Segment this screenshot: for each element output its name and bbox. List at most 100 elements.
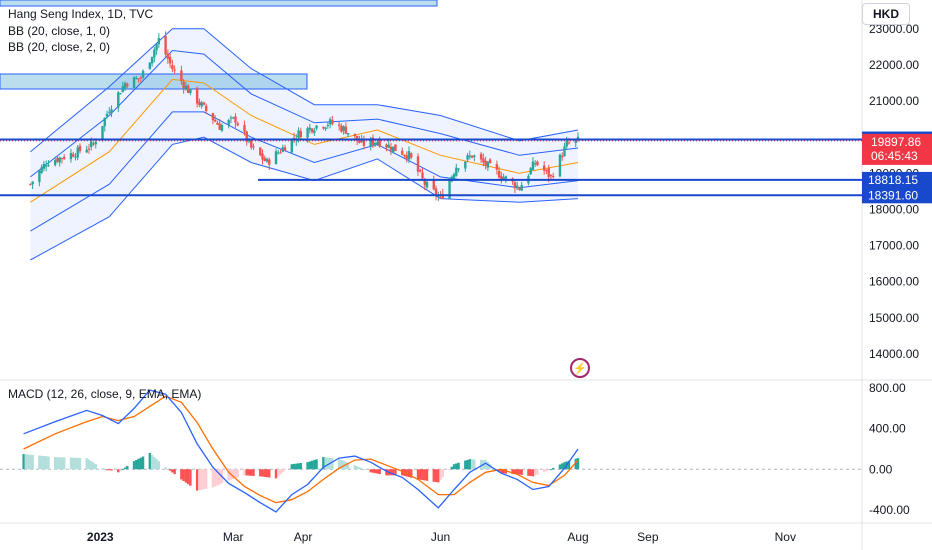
time-axis-tick-label: Apr bbox=[294, 530, 313, 544]
macd-histogram-bar bbox=[44, 456, 48, 470]
macd-histogram-bar bbox=[486, 462, 490, 470]
candle-body bbox=[204, 105, 208, 112]
candle-body bbox=[470, 155, 474, 158]
macd-histogram-bar bbox=[168, 469, 172, 471]
candle-body bbox=[232, 117, 235, 119]
candle-body bbox=[484, 160, 487, 166]
candle-body bbox=[90, 141, 93, 148]
macd-histogram-bar bbox=[421, 469, 424, 481]
bb2-legend[interactable]: BB (20, close, 2, 0) bbox=[8, 40, 111, 54]
candle-body bbox=[155, 44, 158, 51]
bollinger-band-fill bbox=[30, 28, 578, 260]
candle-body bbox=[407, 151, 411, 160]
macd-histogram-bar bbox=[200, 469, 203, 490]
macd-histogram-bar bbox=[441, 469, 444, 478]
macd-histogram-bar bbox=[331, 458, 334, 470]
candle-body bbox=[150, 56, 154, 64]
candle-body bbox=[184, 85, 188, 90]
candle-body bbox=[542, 165, 546, 171]
candle-body bbox=[306, 128, 309, 138]
candle-body bbox=[434, 188, 438, 196]
candle-body bbox=[250, 139, 253, 148]
candle-body bbox=[504, 176, 508, 179]
macd-histogram-bar bbox=[362, 469, 366, 471]
candle-body bbox=[423, 179, 426, 186]
candle-body bbox=[166, 53, 170, 59]
countdown-text: 06:45:43 bbox=[871, 149, 918, 163]
macd-histogram-bar bbox=[103, 468, 106, 470]
candle-body bbox=[479, 153, 483, 160]
macd-histogram-bar bbox=[452, 464, 456, 470]
candle-body bbox=[437, 195, 440, 197]
bb1-legend[interactable]: BB (20, close, 1, 0) bbox=[8, 24, 111, 38]
macd-histogram-bar bbox=[119, 469, 122, 471]
macd-histogram-bar bbox=[56, 457, 59, 470]
candle-body bbox=[56, 158, 59, 162]
candle-body bbox=[218, 123, 221, 130]
symbol-legend[interactable]: Hang Seng Index, 1D, TVC bbox=[8, 7, 154, 21]
candle-body bbox=[552, 175, 555, 177]
macd-histogram-bar bbox=[437, 469, 440, 483]
macd-histogram-bar bbox=[274, 469, 278, 479]
macd-histogram-bar bbox=[558, 464, 562, 470]
candle-body bbox=[322, 127, 325, 129]
candle-body bbox=[473, 155, 476, 157]
macd-histogram-bar bbox=[466, 459, 469, 470]
candle-body bbox=[290, 138, 294, 153]
macd-histogram-bar bbox=[42, 455, 46, 470]
macd-histogram-bar bbox=[69, 457, 73, 470]
macd-legend[interactable]: MACD (12, 26, close, 9, EMA, EMA) bbox=[8, 387, 202, 401]
candle-body bbox=[497, 170, 501, 178]
candle-body bbox=[182, 81, 185, 89]
candle-body bbox=[108, 111, 111, 113]
currency-button[interactable]: HKD bbox=[862, 3, 910, 25]
bollinger-upper-2-line bbox=[30, 28, 579, 153]
candle-body bbox=[76, 147, 79, 158]
time-axis-tick-label: Sep bbox=[637, 530, 659, 544]
candle-body bbox=[331, 120, 334, 125]
macd-axis-tick-label: 400.00 bbox=[869, 422, 906, 436]
candle-body bbox=[378, 139, 381, 147]
macd-histogram-bar bbox=[72, 457, 75, 470]
candle-body bbox=[243, 124, 246, 132]
candle-body bbox=[326, 125, 330, 127]
macd-histogram-bar bbox=[423, 469, 426, 481]
macd-histogram-bar bbox=[101, 468, 104, 470]
macd-histogram-bar bbox=[227, 469, 230, 481]
macd-histogram-bar bbox=[385, 469, 388, 476]
macd-histogram-bar bbox=[213, 469, 217, 487]
macd-histogram-bar bbox=[457, 462, 460, 470]
macd-histogram-bar bbox=[561, 463, 564, 470]
macd-histogram-bar bbox=[455, 463, 458, 470]
candle-body bbox=[168, 56, 172, 64]
candle-body bbox=[103, 117, 106, 127]
candle-body bbox=[486, 161, 490, 168]
price-axis-tick-label: 21000.00 bbox=[869, 94, 919, 108]
candle-body bbox=[44, 165, 48, 167]
candle-body bbox=[40, 167, 43, 173]
macd-histogram-bar bbox=[202, 469, 206, 490]
candle-body bbox=[252, 146, 255, 148]
macd-histogram-bar bbox=[53, 457, 57, 470]
candle-body bbox=[117, 92, 120, 108]
candle-body bbox=[29, 183, 32, 185]
macd-histogram-bar bbox=[259, 469, 262, 477]
candle-body bbox=[58, 157, 61, 163]
macd-histogram-bar bbox=[105, 469, 109, 471]
candle-body bbox=[297, 130, 300, 138]
macd-histogram-bar bbox=[326, 457, 330, 470]
candle-body bbox=[500, 176, 503, 179]
candle-body bbox=[164, 36, 167, 55]
macd-histogram-bar bbox=[340, 459, 343, 470]
macd-histogram-bar bbox=[243, 469, 246, 476]
candle-body bbox=[308, 127, 312, 130]
macd-histogram-bar bbox=[371, 469, 375, 473]
lightning-icon[interactable]: ⚡ bbox=[570, 358, 590, 378]
candle-body bbox=[135, 77, 138, 79]
candle-body bbox=[401, 150, 404, 155]
candle-body bbox=[389, 146, 393, 151]
macd-histogram-bar bbox=[545, 469, 548, 472]
macd-histogram-bar bbox=[401, 469, 404, 476]
macd-histogram-bar bbox=[85, 458, 88, 470]
